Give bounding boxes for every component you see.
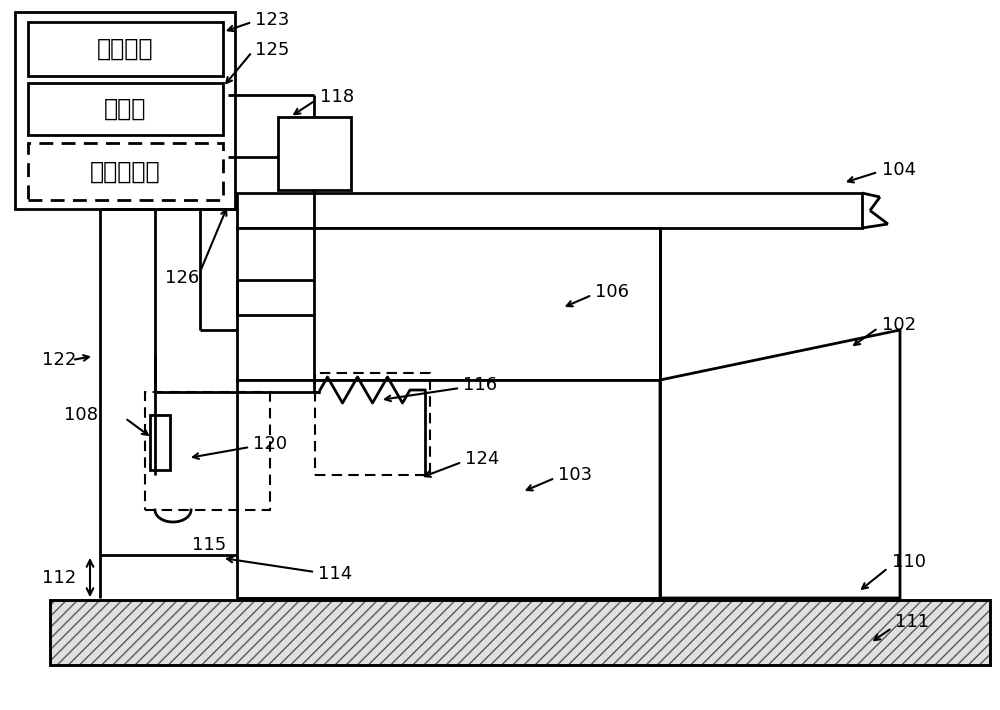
- Bar: [237, 380, 660, 598]
- Text: 122: 122: [42, 351, 76, 369]
- Text: 126: 126: [165, 269, 199, 287]
- Text: 108: 108: [64, 406, 98, 424]
- Text: 120: 120: [253, 435, 287, 453]
- Text: 控制器: 控制器: [104, 97, 147, 121]
- Text: 124: 124: [465, 450, 499, 468]
- Text: 123: 123: [255, 11, 289, 29]
- Bar: [237, 228, 660, 380]
- Bar: [50, 600, 990, 665]
- Text: 103: 103: [558, 466, 592, 484]
- Text: 125: 125: [255, 41, 289, 59]
- Text: 112: 112: [42, 569, 76, 587]
- Text: 111: 111: [895, 613, 929, 631]
- Bar: [28, 83, 223, 135]
- Bar: [278, 117, 351, 190]
- Bar: [315, 373, 430, 475]
- Text: 116: 116: [463, 376, 497, 394]
- Text: 118: 118: [320, 88, 354, 106]
- Text: 模拟电路: 模拟电路: [97, 37, 154, 61]
- Text: 104: 104: [882, 161, 916, 179]
- Text: 115: 115: [192, 536, 226, 554]
- Polygon shape: [660, 330, 900, 598]
- Text: 110: 110: [892, 553, 926, 571]
- Bar: [237, 193, 862, 228]
- Text: 102: 102: [882, 316, 916, 334]
- Bar: [150, 415, 170, 470]
- Bar: [50, 600, 990, 665]
- Text: 锁定放大器: 锁定放大器: [90, 160, 161, 183]
- Bar: [145, 392, 270, 510]
- Text: 106: 106: [595, 283, 629, 301]
- Bar: [28, 22, 223, 76]
- Bar: [15, 12, 235, 209]
- Bar: [28, 143, 223, 200]
- Text: 114: 114: [318, 565, 352, 583]
